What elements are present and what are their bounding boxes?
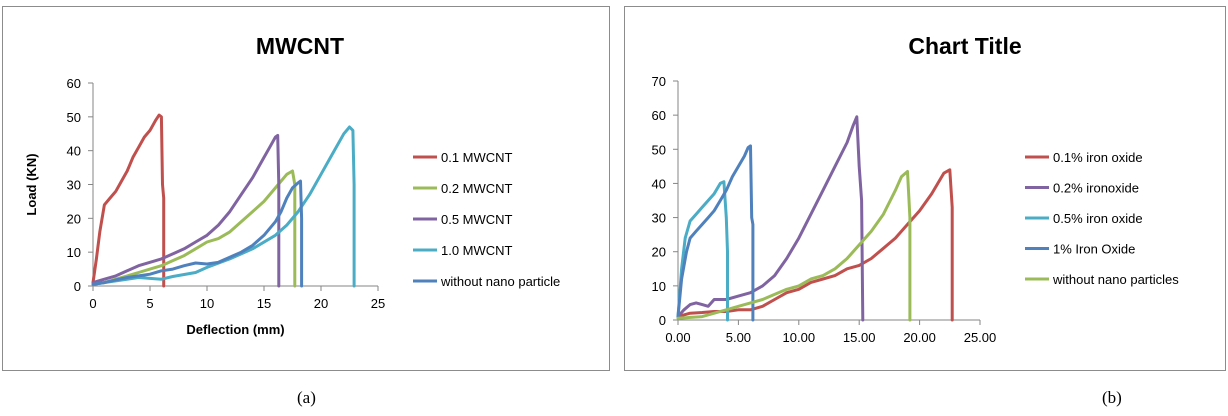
chart-b-title: Chart Title [908,33,1021,59]
chart-a-series-line-1 [91,113,166,288]
chart-b-legend-label-5: without nano particles [1052,272,1179,287]
chart-b-legend-label-1: 0.1% iron oxide [1053,150,1143,165]
chart-b-y-tick-label: 40 [652,176,666,191]
chart-a-y-tick-label: 0 [74,279,81,294]
chart-a-y-tick-label: 10 [67,245,81,260]
chart-a-y-tick-label: 20 [67,211,81,226]
chart-b-x-tick-label: 5.00 [726,330,751,345]
chart-b-svg: Chart Title 0 10 20 30 40 50 60 70 0.00 5.00 10.00 1… [652,33,1180,345]
chart-b-x-tick-label: 15.00 [843,330,876,345]
chart-b-series-line-5 [676,170,912,322]
chart-a-y-tick-label: 50 [67,110,81,125]
chart-a-x-tick-label: 15 [257,296,271,311]
chart-a-legend-label-2: 0.2 MWCNT [441,181,513,196]
chart-b-y-tick-label: 70 [652,74,666,89]
chart-b-series-line-3 [676,180,729,322]
chart-a-series-line-4 [91,125,356,288]
chart-b-x-tick-label: 20.00 [903,330,936,345]
chart-b-y-tick-label: 60 [652,108,666,123]
chart-b-y-tick-label: 50 [652,142,666,157]
caption-b: (b) [1102,388,1122,407]
chart-a-y-tick-label: 30 [67,178,81,193]
chart-a-x-tick-label: 10 [200,296,214,311]
chart-a-x-tick-label: 5 [146,296,153,311]
chart-a-series-line-5 [91,179,304,288]
chart-a-y-axis-label: Load (KN) [24,153,39,215]
chart-b-y-tick-label: 20 [652,245,666,260]
chart-b-legend-label-4: 1% Iron Oxide [1053,242,1135,257]
chart-b-y-tick-label: 30 [652,211,666,226]
chart-b-legend-label-3: 0.5% iron oxide [1053,211,1143,226]
chart-a-x-tick-label: 25 [371,296,385,311]
chart-b-series-line-4 [676,144,755,322]
chart-panel-b: Chart Title 0 10 20 30 40 50 60 70 0.00 5.00 10.00 1… [624,6,1226,371]
chart-a-legend-label-1: 0.1 MWCNT [441,150,513,165]
chart-a-svg: MWCNT 0 10 20 30 40 50 60 0 5 10 15 20 25 Deflection (… [24,33,560,337]
chart-a-x-tick-label: 20 [314,296,328,311]
chart-b-y-tick-label: 0 [659,313,666,328]
chart-a-x-axis-label: Deflection (mm) [186,322,284,337]
chart-a-series-line-2 [91,169,297,288]
chart-panel-a: MWCNT 0 10 20 30 40 50 60 0 5 10 15 20 25 Deflection (… [2,6,610,371]
chart-a-series-line-3 [91,133,281,288]
chart-b-series-line-2 [676,115,865,322]
chart-a-x-tick-label: 0 [89,296,96,311]
chart-b-x-tick-label: 25.00 [964,330,997,345]
chart-a-legend-label-3: 0.5 MWCNT [441,212,513,227]
chart-a-y-tick-label: 40 [67,144,81,159]
chart-b-legend-label-2: 0.2% ironoxide [1053,181,1139,196]
chart-a-legend-label-5: without nano particle [440,274,560,289]
chart-a-legend-label-4: 1.0 MWCNT [441,243,513,258]
chart-b-x-tick-label: 10.00 [783,330,816,345]
caption-a: (a) [297,388,316,407]
chart-b-y-tick-label: 10 [652,279,666,294]
chart-a-y-tick-label: 60 [67,76,81,91]
chart-a-title: MWCNT [256,33,344,59]
chart-b-x-tick-label: 0.00 [665,330,690,345]
